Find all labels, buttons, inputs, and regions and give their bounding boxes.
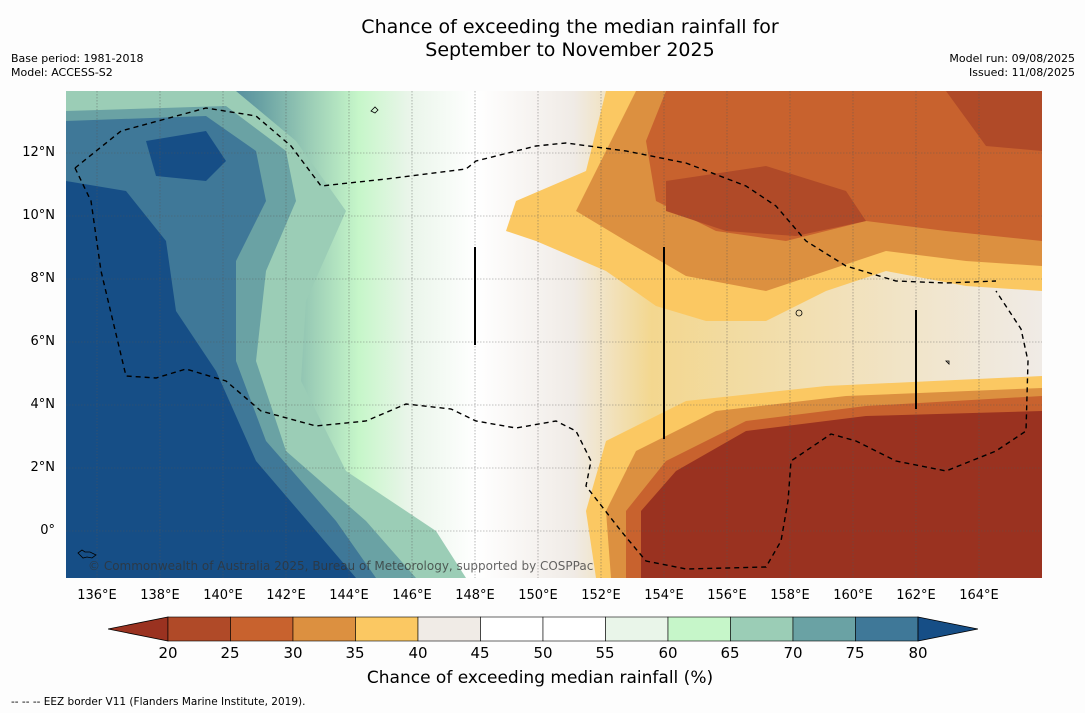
region-dividers <box>474 247 917 439</box>
colorbar-tick-35: 35 <box>345 644 365 662</box>
rainfall-map: © Commonwealth of Australia 2025, Bureau… <box>66 91 1042 578</box>
lon-label-160e: 160°E <box>833 588 873 603</box>
colorbar-bin <box>417 616 481 642</box>
colorbar-bin <box>230 616 294 642</box>
colorbar-tick-70: 70 <box>783 644 803 662</box>
colorbar-bin <box>667 616 731 642</box>
se-dry-core <box>641 411 1042 578</box>
lon-label-148e: 148°E <box>455 588 495 603</box>
lon-label-156e: 156°E <box>707 588 747 603</box>
lon-label-162e: 162°E <box>896 588 936 603</box>
lat-label-4n: 4°N <box>30 397 56 412</box>
colorbar-tick-45: 45 <box>470 644 490 662</box>
lon-label-152e: 152°E <box>581 588 621 603</box>
colorbar <box>108 616 978 642</box>
colorbar-tick-65: 65 <box>720 644 740 662</box>
colorbar-title: Chance of exceeding median rainfall (%) <box>366 668 714 688</box>
lat-label-12n: 12°N <box>22 145 55 160</box>
colorbar-tick-80: 80 <box>908 644 928 662</box>
ne-dry-corner <box>946 91 1042 151</box>
lat-label-2n: 2°N <box>30 460 56 475</box>
chart-title-line-2: September to November 2025 <box>425 39 715 61</box>
colorbar-bin <box>292 616 356 642</box>
colorbar-tick-55: 55 <box>595 644 615 662</box>
colorbar-bin <box>792 616 856 642</box>
wet-region-max <box>66 181 356 578</box>
colorbar-arrow-high <box>917 616 978 642</box>
base-period-label: Base period: 1981-2018 <box>11 52 144 65</box>
colorbar-tick-40: 40 <box>408 644 428 662</box>
lat-label-6n: 6°N <box>30 334 56 349</box>
colorbar-bin <box>855 616 919 642</box>
eez-border-south <box>74 167 1029 570</box>
colorbar-tick-25: 25 <box>220 644 240 662</box>
lon-label-140e: 140°E <box>203 588 243 603</box>
island-outlines <box>77 106 950 559</box>
eez-footnote: -- -- -- EEZ border V11 (Flanders Marine… <box>11 696 306 708</box>
lon-label-144e: 144°E <box>329 588 369 603</box>
lon-label-138e: 138°E <box>140 588 180 603</box>
wet-core-north <box>146 131 226 181</box>
colorbar-tick-75: 75 <box>845 644 865 662</box>
lat-label-8n: 8°N <box>30 271 56 286</box>
colorbar-bin <box>480 616 544 642</box>
model-run-label: Model run: 09/08/2025 <box>949 52 1075 65</box>
colorbar-bin <box>730 616 794 642</box>
colorbar-tick-20: 20 <box>158 644 178 662</box>
lat-label-0: 0° <box>40 523 55 538</box>
lon-label-136e: 136°E <box>77 588 117 603</box>
colorbar-bin <box>167 616 231 642</box>
colorbar-tick-50: 50 <box>533 644 553 662</box>
ne-dry-core <box>666 166 866 236</box>
colorbar-bin <box>542 616 606 642</box>
colorbar-bin <box>355 616 419 642</box>
lon-label-164e: 164°E <box>959 588 999 603</box>
model-label: Model: ACCESS-S2 <box>11 66 113 79</box>
colorbar-bin <box>605 616 669 642</box>
colorbar-tick-60: 60 <box>658 644 678 662</box>
chart-title-line-1: Chance of exceeding the median rainfall … <box>361 16 779 38</box>
lat-label-10n: 10°N <box>22 208 55 223</box>
lon-label-142e: 142°E <box>266 588 306 603</box>
colorbar-tick-30: 30 <box>283 644 303 662</box>
lon-label-154e: 154°E <box>644 588 684 603</box>
lon-label-150e: 150°E <box>518 588 558 603</box>
colorbar-arrow-low <box>108 616 169 642</box>
issued-label: Issued: 11/08/2025 <box>968 66 1075 79</box>
lon-label-146e: 146°E <box>392 588 432 603</box>
map-copyright: © Commonwealth of Australia 2025, Bureau… <box>88 559 593 573</box>
lon-label-158e: 158°E <box>770 588 810 603</box>
